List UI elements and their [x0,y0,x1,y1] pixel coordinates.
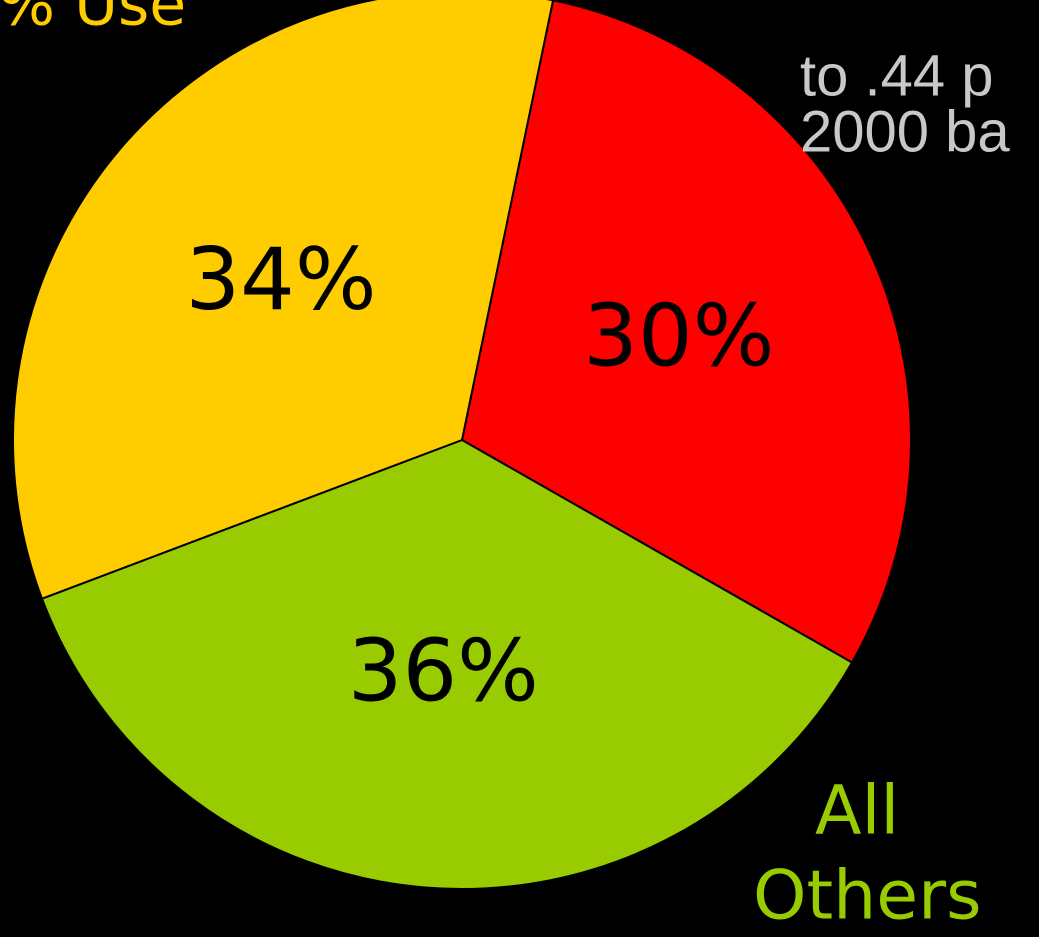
pie-slice [460,0,912,664]
annotation: All [815,772,899,851]
slice-label: 30% [583,286,774,386]
annotation: % Use [0,0,186,40]
slice-label: 36% [348,622,539,722]
annotation: to .44 p [800,43,993,108]
pie-slice [40,438,854,891]
annotation: 2000 ba [800,99,1010,164]
pie-slice [12,0,555,600]
slice-label: 34% [185,230,376,330]
annotation: Others [753,857,982,936]
